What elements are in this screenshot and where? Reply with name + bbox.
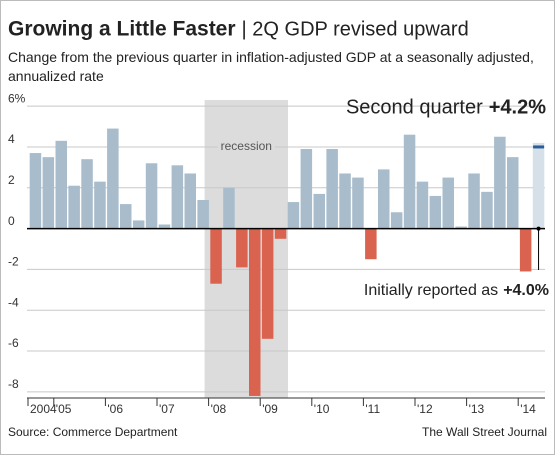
x-tick-label: 2004 <box>30 402 57 416</box>
chart-title-suffix: | 2Q GDP revised upward <box>242 18 469 40</box>
source: Source: Commerce Department <box>8 425 178 439</box>
bar <box>184 173 196 229</box>
y-tick-label: -6 <box>8 336 19 350</box>
bar <box>494 136 506 229</box>
x-tick-label: '07 <box>159 402 175 416</box>
y-tick-label: 6% <box>8 91 26 105</box>
x-tick-label: '06 <box>107 402 123 416</box>
subtitle-line: annualized rate <box>8 68 104 84</box>
bar <box>132 220 145 229</box>
bar <box>107 128 119 229</box>
bar <box>468 173 480 229</box>
y-tick-label: -4 <box>8 295 19 309</box>
y-tick-label: 0 <box>8 214 15 228</box>
bar <box>455 226 467 229</box>
x-tick-label: '10 <box>314 402 330 416</box>
bar <box>158 224 171 229</box>
bar <box>339 173 351 229</box>
latest-value-label: +4.2% <box>489 96 546 118</box>
x-tick-label: '13 <box>469 402 485 416</box>
bar <box>507 157 519 229</box>
chart-title: Growing a Little Faster <box>8 18 236 41</box>
credit: The Wall Street Journal <box>422 425 547 439</box>
recession-label-bg <box>217 139 275 154</box>
bar <box>287 202 300 229</box>
bar <box>352 177 364 229</box>
bar <box>236 228 248 268</box>
bar <box>378 169 390 229</box>
x-tick-label: '11 <box>365 402 380 416</box>
subtitle-line: Change from the previous quarter in infl… <box>8 49 534 65</box>
y-tick-label: 2 <box>8 173 15 187</box>
bar <box>145 163 158 229</box>
y-tick-label: 4 <box>8 132 15 146</box>
subtitle: Change from the previous quarter in infl… <box>8 49 538 84</box>
bar <box>519 228 532 272</box>
bar <box>249 228 261 396</box>
bar <box>29 153 42 229</box>
bar <box>300 148 313 229</box>
bar <box>55 140 67 229</box>
bar <box>326 148 338 229</box>
bar <box>365 228 377 260</box>
initial-label: Initially reported as <box>364 282 498 299</box>
bar <box>442 177 454 229</box>
bar <box>42 157 55 229</box>
bar <box>261 228 274 339</box>
bar <box>210 228 222 284</box>
bar <box>94 181 106 229</box>
bar <box>481 191 493 229</box>
leader-dot <box>536 226 541 231</box>
x-tick-label: '09 <box>262 402 278 416</box>
bar <box>68 185 80 229</box>
bar <box>313 193 325 229</box>
bar <box>223 187 235 229</box>
bar <box>171 165 184 229</box>
bar <box>197 200 209 229</box>
x-tick-label: '08 <box>211 402 227 416</box>
y-tick-label: -2 <box>8 255 19 269</box>
latest-label: Second quarter <box>346 96 483 118</box>
bar <box>390 212 403 229</box>
y-tick-label: -8 <box>8 377 19 391</box>
bar <box>532 142 545 229</box>
x-tick-label: '14 <box>520 402 536 416</box>
x-tick-label: '12 <box>417 402 433 416</box>
bar <box>416 181 429 229</box>
recession-label: recession <box>221 139 272 153</box>
initial-value-label: +4.0% <box>503 282 549 299</box>
bar <box>274 228 287 239</box>
bar <box>403 134 416 229</box>
bar <box>81 159 93 229</box>
bar <box>120 204 132 229</box>
bar <box>429 195 442 229</box>
x-tick-label: '05 <box>56 402 72 416</box>
